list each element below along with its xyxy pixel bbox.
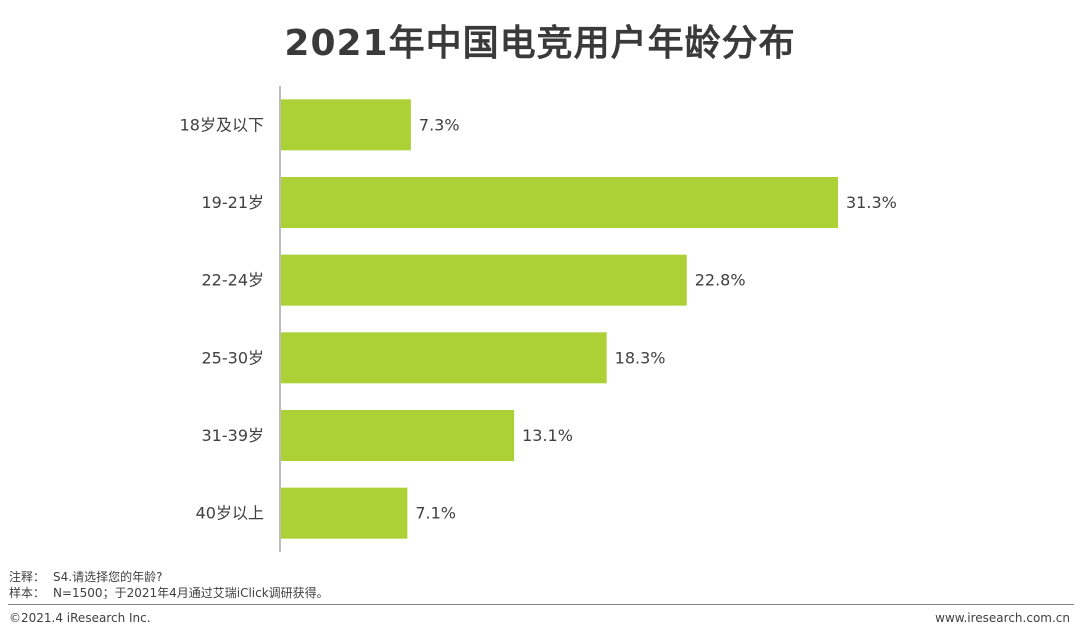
bar-3 bbox=[281, 332, 607, 384]
value-label-5: 7.1% bbox=[415, 504, 456, 523]
chart-title: 2021年中国电竞用户年龄分布 bbox=[284, 23, 796, 64]
value-label-1: 31.3% bbox=[846, 193, 897, 212]
note-text: S4.请选择您的年龄? bbox=[53, 570, 163, 584]
bar-0 bbox=[281, 99, 411, 151]
footer-website[interactable]: www.iresearch.com.cn bbox=[935, 611, 1070, 625]
category-label-2: 22-24岁 bbox=[202, 271, 265, 290]
value-label-0: 7.3% bbox=[419, 115, 460, 134]
footer-divider bbox=[8, 604, 1074, 605]
sample-text: N=1500；于2021年4月通过艾瑞iClick调研获得。 bbox=[53, 586, 329, 600]
category-label-0: 18岁及以下 bbox=[180, 115, 264, 134]
category-label-3: 25-30岁 bbox=[202, 348, 265, 367]
bar-1 bbox=[281, 177, 838, 228]
category-label-1: 19-21岁 bbox=[202, 193, 265, 212]
note-label: 注释： bbox=[9, 570, 46, 584]
bar-chart: 18岁及以下 7.3% 19-21岁 31.3% 22-24岁 22.8% 25-30岁 18… bbox=[180, 86, 897, 552]
chart-notes: 注释： S4.请选择您的年龄? 样本： N=1500；于2021年4月通过艾瑞iCl… bbox=[9, 569, 329, 601]
bar-4 bbox=[281, 410, 515, 461]
category-label-4: 31-39岁 bbox=[202, 426, 265, 445]
footer-copyright: ©2021.4 iResearch Inc. bbox=[9, 611, 151, 625]
sample-label: 样本： bbox=[9, 586, 46, 600]
sample-row: 样本： N=1500；于2021年4月通过艾瑞iClick调研获得。 bbox=[9, 585, 329, 601]
note-row: 注释： S4.请选择您的年龄? bbox=[9, 569, 329, 585]
value-label-4: 13.1% bbox=[522, 426, 573, 445]
value-label-3: 18.3% bbox=[615, 348, 666, 367]
bar-5 bbox=[281, 487, 408, 539]
value-label-2: 22.8% bbox=[695, 271, 746, 290]
category-label-5: 40岁以上 bbox=[196, 504, 264, 523]
bar-2 bbox=[281, 254, 687, 306]
